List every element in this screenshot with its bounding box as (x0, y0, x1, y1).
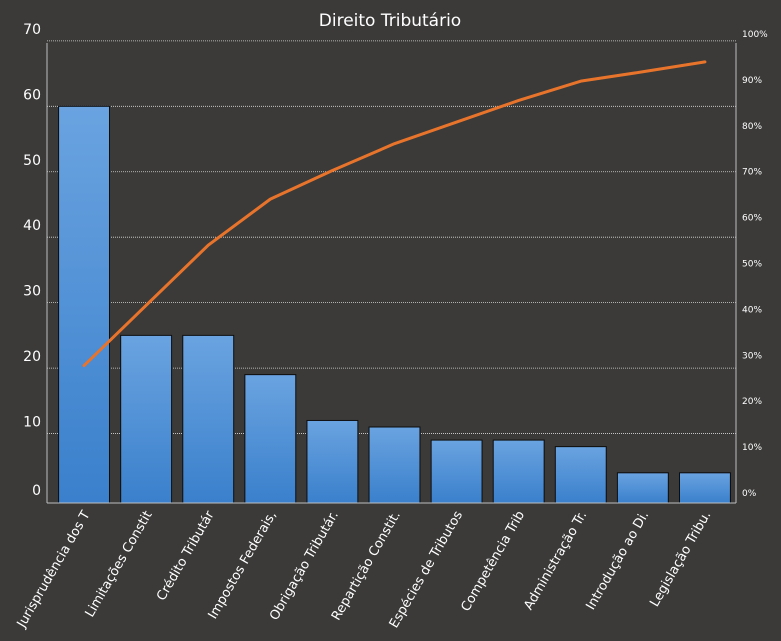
y2-tick-label: 80% (742, 122, 762, 132)
y-tick-label: 20 (23, 349, 41, 365)
y2-tick-label: 90% (742, 76, 762, 86)
y-axis-ticks: 0 10 20 30 40 50 60 70 (23, 22, 41, 499)
y-tick-label: 50 (23, 153, 41, 169)
bar-series (58, 105, 731, 504)
cumulative-line-series (82, 60, 707, 368)
bar (368, 426, 421, 504)
bar (120, 334, 173, 504)
chart-title: Direito Tributário (319, 11, 461, 31)
y2-tick-label: 20% (742, 397, 762, 407)
y2-axis-ticks: 0% 10% 20% 30% 40% 50% 60% 70% 80% 90% 100% (742, 30, 768, 499)
axes (46, 43, 737, 504)
y2-tick-label: 10% (742, 443, 762, 453)
y2-tick-label: 70% (742, 168, 762, 178)
y2-tick-label: 40% (742, 305, 762, 315)
y-tick-label: 30 (23, 284, 41, 300)
y2-tick-label: 30% (742, 351, 762, 361)
bar (306, 419, 359, 504)
y2-tick-label: 0% (742, 489, 757, 499)
y2-tick-label: 100% (742, 30, 768, 40)
bar (492, 439, 545, 504)
bar (58, 105, 111, 504)
y-tick-label: 70 (23, 22, 41, 38)
bar (554, 446, 607, 504)
bar (244, 374, 297, 504)
y-tick-label: 10 (23, 415, 41, 431)
bar (616, 472, 669, 504)
bar (678, 472, 731, 504)
y-tick-label: 60 (23, 87, 41, 103)
y-tick-label: 40 (23, 218, 41, 234)
bar (430, 439, 483, 504)
y2-tick-label: 60% (742, 214, 762, 224)
cumulative-line (82, 60, 707, 368)
bar (182, 334, 235, 504)
y-tick-label: 0 (32, 483, 41, 499)
y2-tick-label: 50% (742, 260, 762, 270)
